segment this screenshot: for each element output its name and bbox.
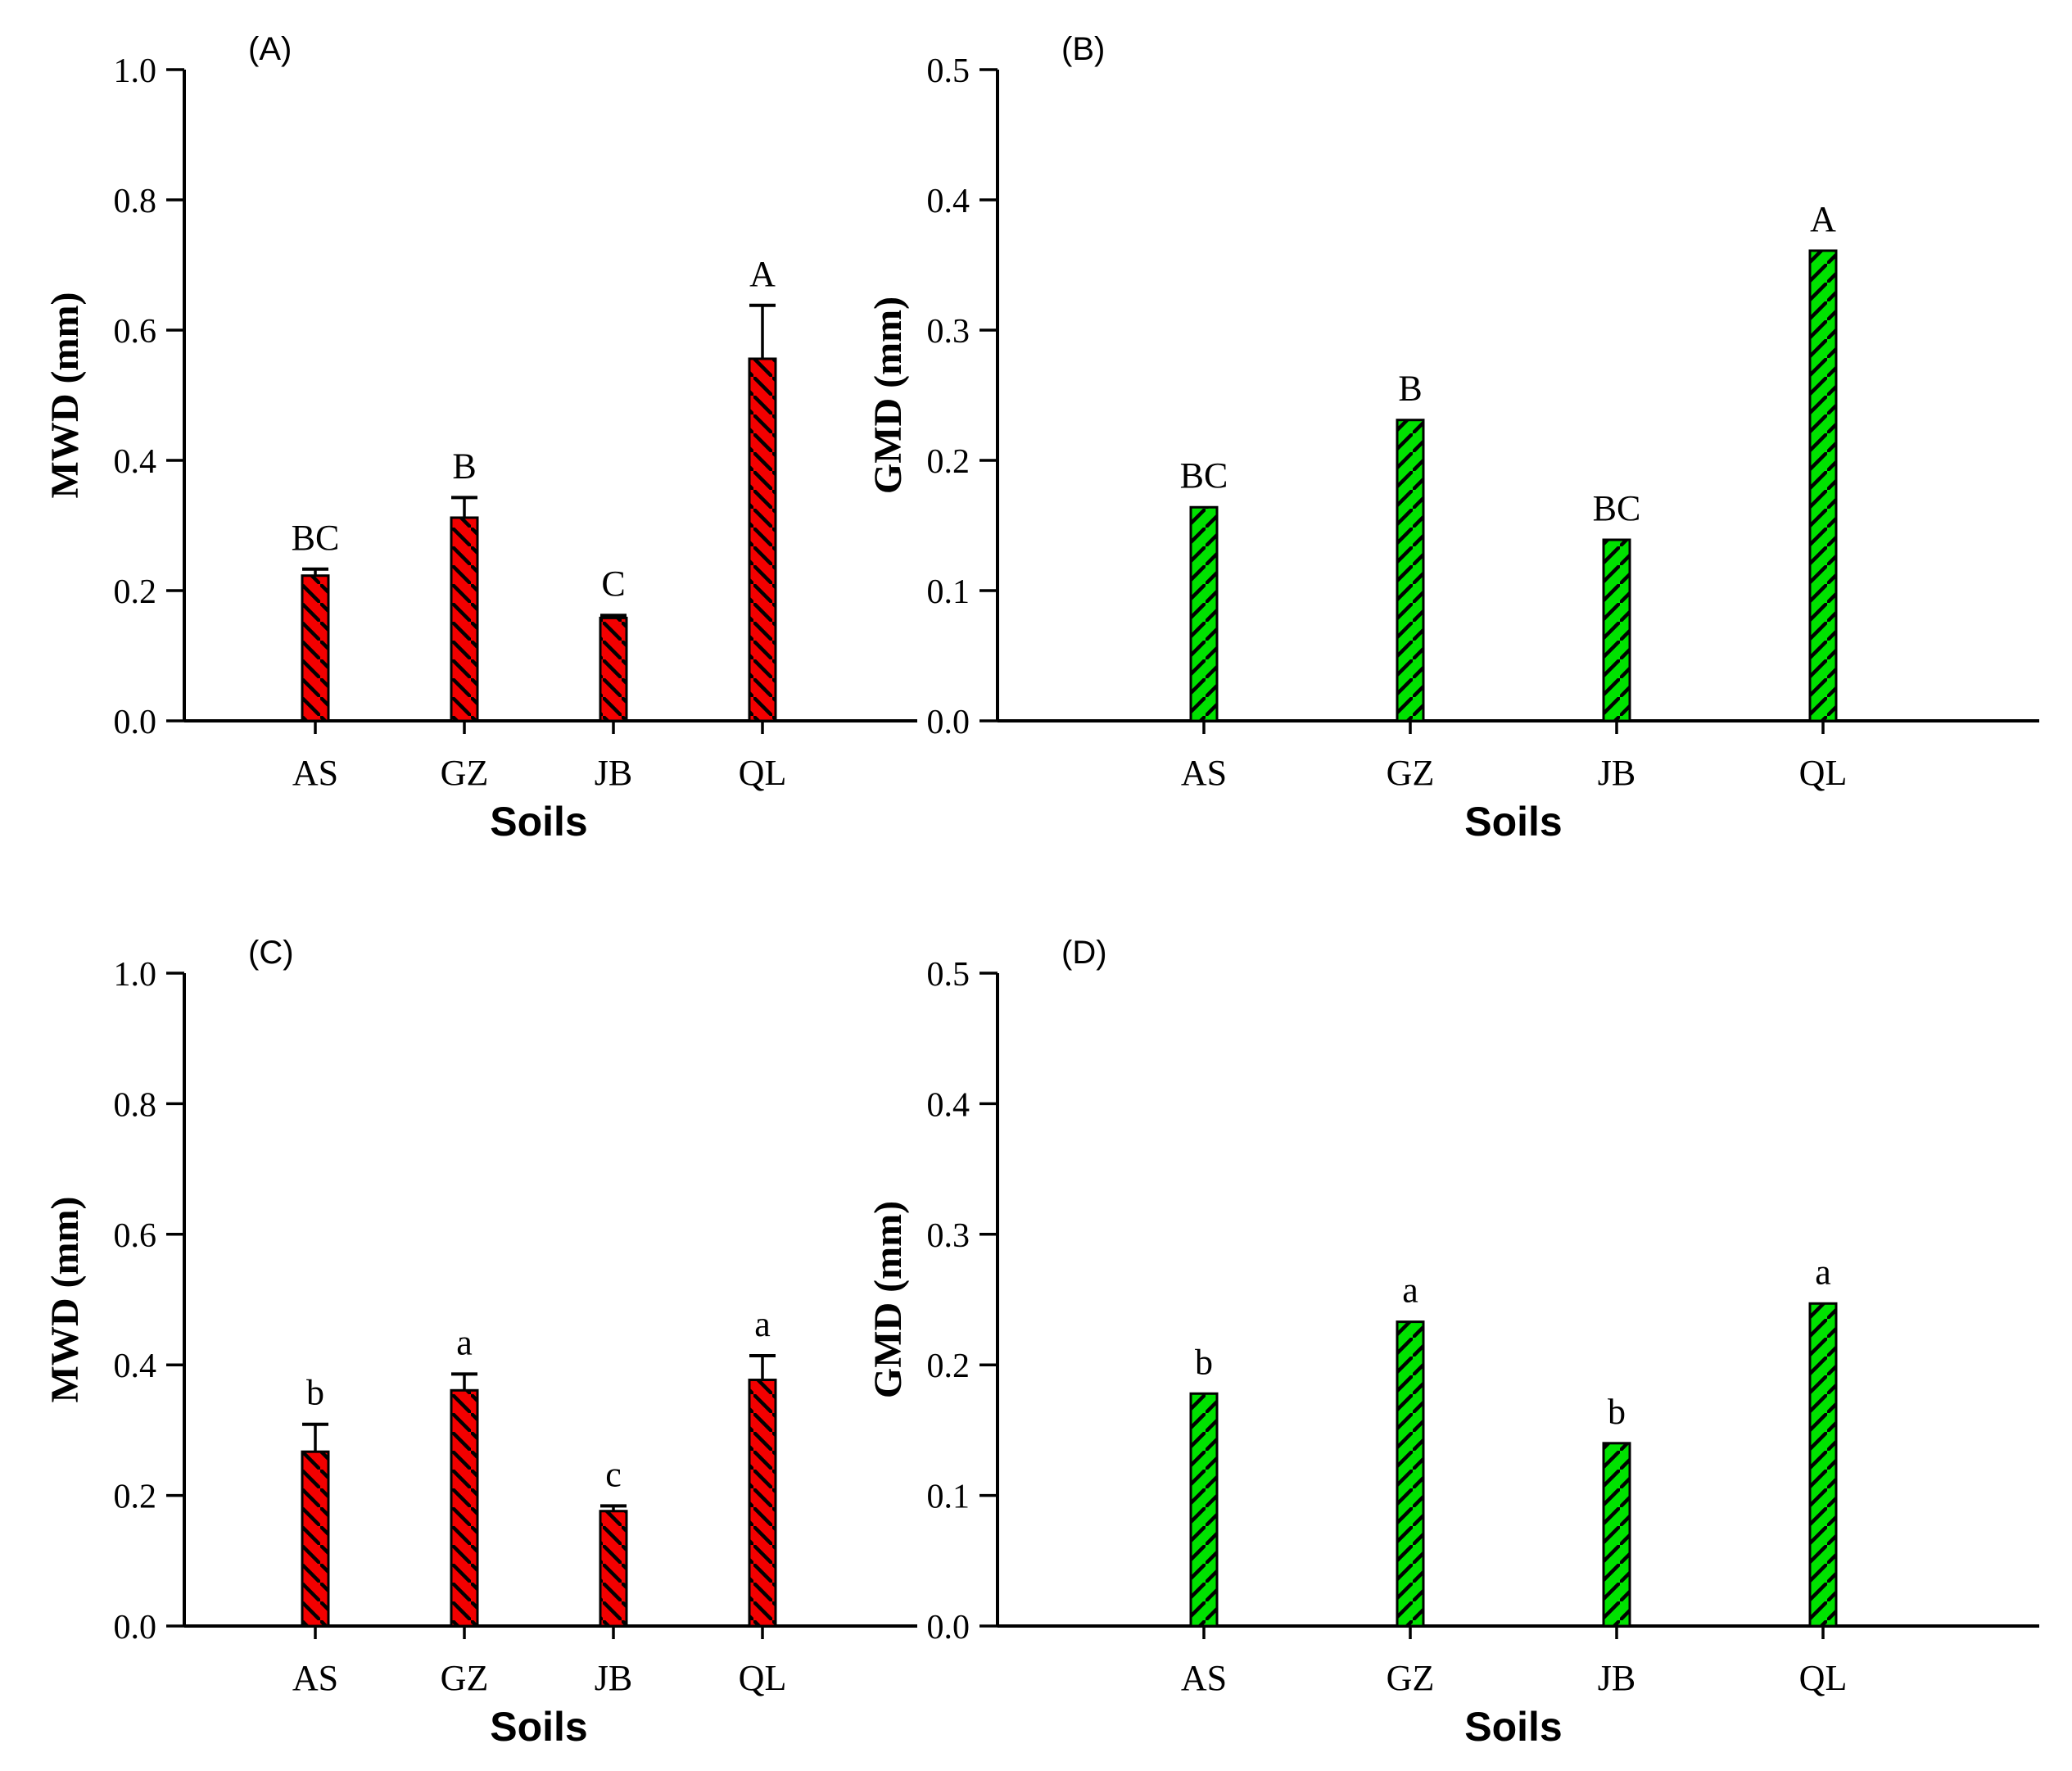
bar-a-ql (748, 357, 777, 722)
bar-c-as (301, 1450, 330, 1628)
bar-b-gz (1396, 419, 1425, 722)
y-tick-label-a: 0.6 (114, 313, 157, 351)
panel-letter-d: (D) (1061, 935, 1107, 971)
y-tick-label-d: 0.4 (927, 1086, 970, 1124)
panel-letter-c: (C) (248, 935, 294, 971)
panel-a: 0.0 0.2 0.4 0.6 0.8 1.0 AS BC GZ B JB C QL A MWD (mm) S… (43, 31, 917, 845)
bar-b-jb (1602, 538, 1631, 722)
panel-letter-b: (B) (1061, 31, 1105, 67)
y-axis-title-d: GMD (mm) (866, 1201, 910, 1398)
y-tick-label-d: 0.3 (927, 1217, 970, 1255)
y-axis-title-b: GMD (mm) (866, 297, 910, 494)
sig-letter-b-ql: A (1810, 199, 1836, 239)
y-tick-label-b: 0.0 (927, 704, 970, 741)
x-axis-title-b: Soils (1464, 799, 1562, 845)
panel-letter-a: (A) (248, 31, 292, 67)
sig-letter-a-jb: C (601, 564, 625, 604)
category-label-a-as: AS (292, 753, 338, 793)
y-axis-title-a: MWD (mm) (43, 292, 87, 499)
bar-a-gz (450, 516, 479, 722)
sig-letter-a-ql: A (749, 254, 776, 294)
category-label-d-gz: GZ (1387, 1658, 1435, 1698)
x-axis-title-d: Soils (1464, 1704, 1562, 1750)
category-label-d-jb: JB (1598, 1658, 1635, 1698)
y-axis-title-c: MWD (mm) (43, 1197, 87, 1403)
y-tick-label-b: 0.1 (927, 573, 970, 611)
category-label-a-ql: QL (739, 753, 787, 793)
category-label-d-ql: QL (1799, 1658, 1848, 1698)
category-label-c-jb: JB (595, 1658, 632, 1698)
category-label-b-ql: QL (1799, 753, 1848, 793)
y-tick-label-c: 0.8 (114, 1086, 157, 1124)
bar-a-jb (599, 616, 628, 722)
category-label-b-as: AS (1181, 753, 1227, 793)
y-tick-label-b: 0.5 (927, 52, 970, 90)
y-tick-label-c: 1.0 (114, 956, 157, 994)
y-tick-label-a: 0.2 (114, 573, 157, 611)
sig-letter-c-gz: a (456, 1322, 473, 1362)
panel-d: 0.0 0.1 0.2 0.3 0.4 0.5 AS b GZ a JB b QL a GMD (mm) So… (866, 935, 2039, 1750)
y-tick-label-a: 0.8 (114, 183, 157, 220)
y-tick-label-a: 1.0 (114, 52, 157, 90)
category-label-c-gz: GZ (441, 1658, 489, 1698)
y-tick-label-c: 0.2 (114, 1479, 157, 1516)
sig-letter-b-jb: BC (1593, 488, 1641, 528)
category-label-b-gz: GZ (1387, 753, 1435, 793)
y-tick-label-a: 0.0 (114, 704, 157, 741)
bar-d-jb (1602, 1442, 1631, 1628)
sig-letter-c-ql: a (754, 1304, 771, 1344)
bar-d-gz (1396, 1320, 1425, 1628)
bar-b-ql (1808, 249, 1838, 722)
y-tick-label-c: 0.6 (114, 1217, 157, 1255)
y-tick-label-b: 0.4 (927, 183, 970, 220)
y-tick-label-c: 0.0 (114, 1609, 157, 1646)
sig-letter-b-as: BC (1180, 455, 1228, 496)
category-label-b-jb: JB (1598, 753, 1635, 793)
y-tick-label-c: 0.4 (114, 1348, 157, 1385)
bar-c-gz (450, 1388, 479, 1628)
sig-letter-d-as: b (1195, 1342, 1213, 1382)
bar-d-as (1189, 1392, 1219, 1628)
category-label-c-as: AS (292, 1658, 338, 1698)
y-tick-label-a: 0.4 (114, 443, 157, 481)
panel-c: 0.0 0.2 0.4 0.6 0.8 1.0 AS b GZ a JB c QL a MWD (mm) So… (43, 935, 917, 1750)
sig-letter-c-jb: c (605, 1454, 622, 1494)
bar-c-jb (599, 1510, 628, 1628)
y-tick-label-d: 0.1 (927, 1479, 970, 1516)
y-tick-label-d: 0.0 (927, 1609, 970, 1646)
x-axis-title-a: Soils (490, 799, 587, 845)
sig-letter-c-as: b (306, 1373, 324, 1413)
y-tick-label-d: 0.5 (927, 956, 970, 994)
bar-d-ql (1808, 1302, 1838, 1628)
bar-a-as (301, 574, 330, 722)
category-label-c-ql: QL (739, 1658, 787, 1698)
bar-c-ql (748, 1379, 777, 1628)
sig-letter-a-as: BC (292, 518, 340, 558)
sig-letter-d-gz: a (1402, 1270, 1418, 1311)
x-axis-title-c: Soils (490, 1704, 587, 1750)
category-label-a-gz: GZ (441, 753, 489, 793)
sig-letter-d-jb: b (1608, 1392, 1626, 1432)
y-tick-label-b: 0.3 (927, 313, 970, 351)
category-label-d-as: AS (1181, 1658, 1227, 1698)
panel-b: 0.0 0.1 0.2 0.3 0.4 0.5 AS BC GZ B JB BC QL A GMD (mm)… (866, 31, 2039, 845)
category-label-a-jb: JB (595, 753, 632, 793)
y-tick-label-d: 0.2 (927, 1348, 970, 1385)
bar-b-as (1189, 505, 1219, 722)
sig-letter-a-gz: B (452, 446, 476, 486)
y-tick-label-b: 0.2 (927, 443, 970, 481)
sig-letter-b-gz: B (1398, 369, 1422, 409)
sig-letter-d-ql: a (1815, 1252, 1831, 1292)
